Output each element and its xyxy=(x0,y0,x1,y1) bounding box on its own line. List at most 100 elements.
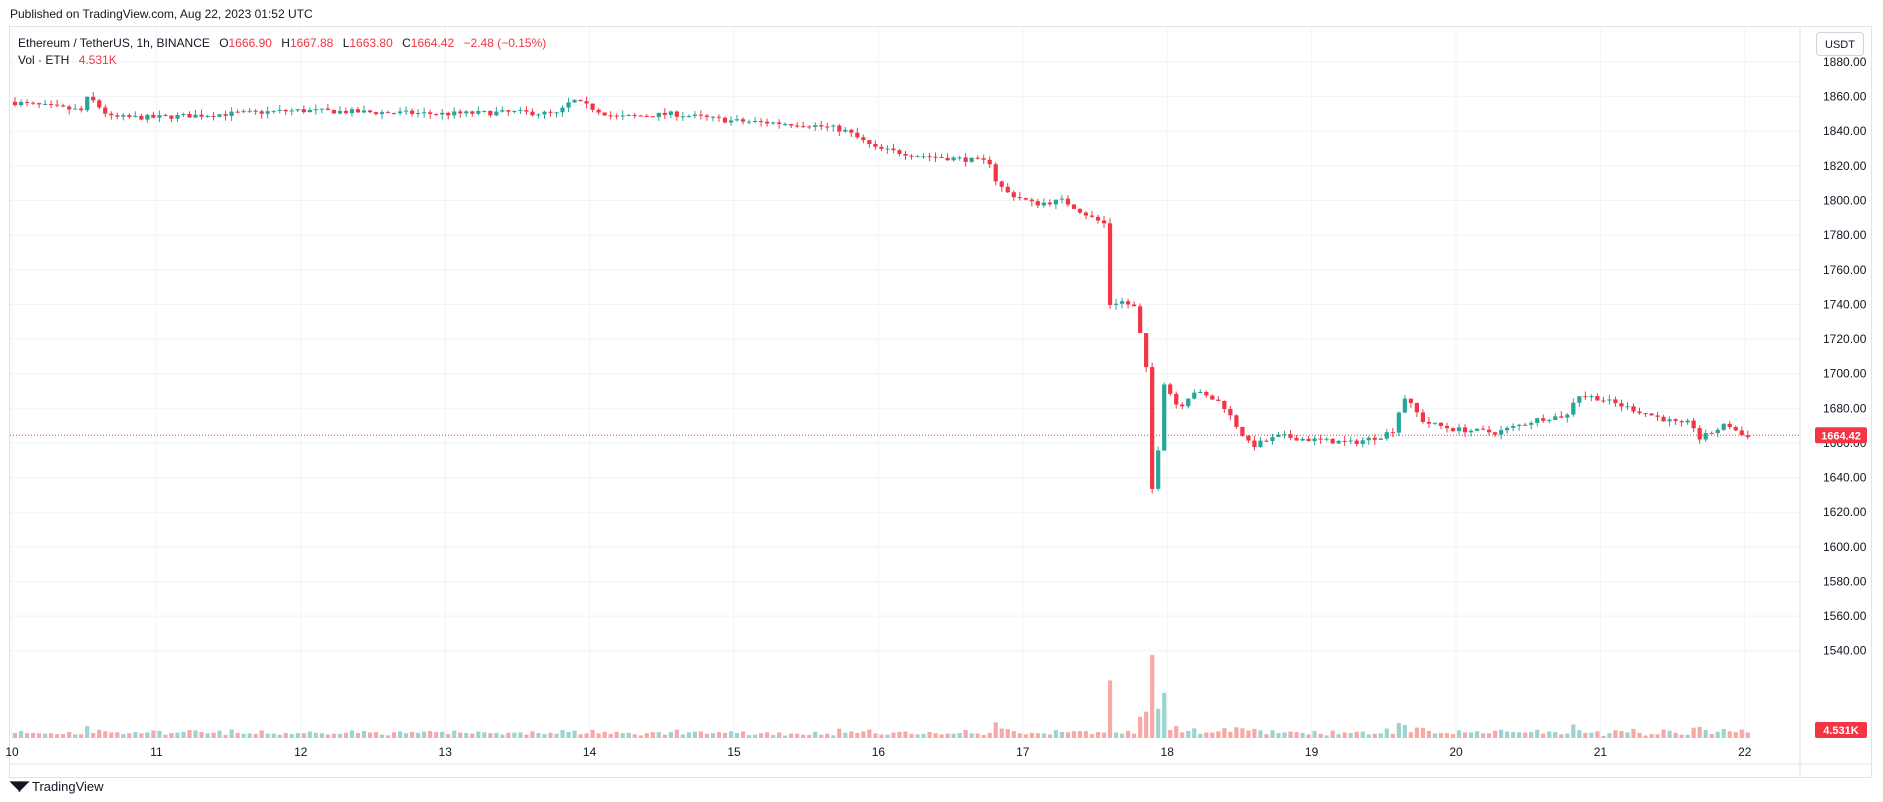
candle-body xyxy=(897,150,902,154)
candle-body xyxy=(1637,411,1642,414)
candle-body xyxy=(151,114,156,118)
volume-label[interactable]: Vol · ETH xyxy=(18,53,70,67)
candle-body xyxy=(253,110,258,112)
footer-brand[interactable]: TradingView xyxy=(32,778,104,794)
volume-bar xyxy=(470,733,475,738)
candle-body xyxy=(506,110,511,112)
candle-body xyxy=(1360,440,1365,445)
candle-body xyxy=(602,112,607,116)
volume-bar xyxy=(1625,732,1630,738)
candle-body xyxy=(837,125,842,132)
volume-bar xyxy=(608,733,613,738)
candle-body xyxy=(1727,423,1732,428)
candle-body xyxy=(440,112,445,115)
candle-body xyxy=(1444,425,1450,429)
volume-bar xyxy=(205,733,210,738)
candle-body xyxy=(1661,416,1666,422)
volume-bar xyxy=(229,729,234,738)
candle-body xyxy=(1023,198,1028,200)
candle-body xyxy=(181,113,186,115)
volume-bar xyxy=(512,732,517,738)
candle-body xyxy=(241,111,246,113)
candle-body xyxy=(1733,427,1738,431)
volume-bar xyxy=(18,731,24,738)
volume-bar xyxy=(704,733,710,738)
x-tick-label: 11 xyxy=(150,745,163,759)
candle-body xyxy=(373,112,379,115)
volume-badge xyxy=(1815,722,1867,738)
volume-bar xyxy=(1023,734,1028,738)
volume-bar xyxy=(385,735,391,738)
volume-bar xyxy=(1553,731,1558,738)
volume-bar xyxy=(542,734,547,738)
tradingview-logo-icon[interactable]: ◥◤ xyxy=(10,778,29,793)
candle-body xyxy=(1679,421,1684,423)
volume-bar xyxy=(1312,730,1317,738)
candle-body xyxy=(740,119,746,122)
candle-body xyxy=(458,111,463,114)
candle-body xyxy=(157,115,162,118)
volume-bar xyxy=(1408,732,1413,738)
candle-body xyxy=(187,113,192,118)
volume-bar xyxy=(1739,729,1744,738)
candle-body xyxy=(1474,428,1480,431)
volume-bar xyxy=(1132,733,1137,738)
volume-bar xyxy=(1438,733,1444,738)
volume-bar xyxy=(1288,731,1293,738)
candle-body xyxy=(704,115,710,117)
candle-body xyxy=(1655,415,1660,417)
volume-bar xyxy=(740,731,746,738)
candle-body xyxy=(999,181,1004,187)
volume-bar xyxy=(1125,730,1131,738)
volume-bar xyxy=(602,731,607,738)
volume-bar xyxy=(1685,734,1690,738)
candle-body xyxy=(524,110,529,112)
candle-body xyxy=(1535,418,1540,423)
currency-button[interactable]: USDT xyxy=(1816,32,1864,56)
candle-body xyxy=(217,114,222,117)
y-tick-label: 1840.00 xyxy=(1823,124,1867,138)
candle-body xyxy=(1577,396,1582,403)
high-value: 1667.88 xyxy=(289,36,334,50)
symbol-label[interactable]: Ethereum / TetherUS, 1h, BINANCE xyxy=(18,36,210,50)
volume-bar xyxy=(855,732,860,738)
candle-body xyxy=(169,115,174,119)
volume-bar xyxy=(620,733,625,738)
candle-body xyxy=(325,108,330,111)
candle-body xyxy=(42,103,48,105)
published-note: Published on TradingView.com, Aug 22, 20… xyxy=(10,7,313,21)
ohlc-row: Ethereum / TetherUS, 1h, BINANCE O1666.9… xyxy=(18,35,546,52)
candle-body xyxy=(1493,432,1498,435)
volume-bar xyxy=(235,732,240,738)
candle-body xyxy=(410,110,415,114)
candle-body xyxy=(1095,216,1101,221)
candle-body xyxy=(1613,399,1618,404)
low-label: L xyxy=(342,36,350,50)
volume-bar xyxy=(1721,728,1726,738)
volume-bar xyxy=(1493,730,1498,738)
volume-bar xyxy=(1294,732,1299,738)
candle-body xyxy=(1625,406,1630,408)
candle-body xyxy=(12,101,18,106)
volume-bar xyxy=(975,733,980,738)
volume-bar xyxy=(1138,716,1143,738)
y-tick-label: 1680.00 xyxy=(1823,401,1867,415)
candle-body xyxy=(879,146,884,149)
candle-body xyxy=(957,157,962,159)
candle-body xyxy=(1402,398,1407,413)
volume-bar xyxy=(939,734,944,738)
volume-row: Vol · ETH 4.531K xyxy=(18,52,546,69)
y-tick-label: 1540.00 xyxy=(1823,644,1867,658)
volume-bar xyxy=(187,730,192,738)
candle-body xyxy=(1529,422,1534,425)
candle-body xyxy=(771,122,776,124)
candle-body xyxy=(175,114,180,119)
volume-bar xyxy=(1450,733,1456,738)
volume-bar xyxy=(1204,732,1209,738)
volume-bar xyxy=(650,732,655,738)
candle-body xyxy=(590,103,595,110)
volume-bar xyxy=(1727,731,1732,738)
candle-body xyxy=(1246,435,1251,441)
candle-body xyxy=(355,109,361,113)
